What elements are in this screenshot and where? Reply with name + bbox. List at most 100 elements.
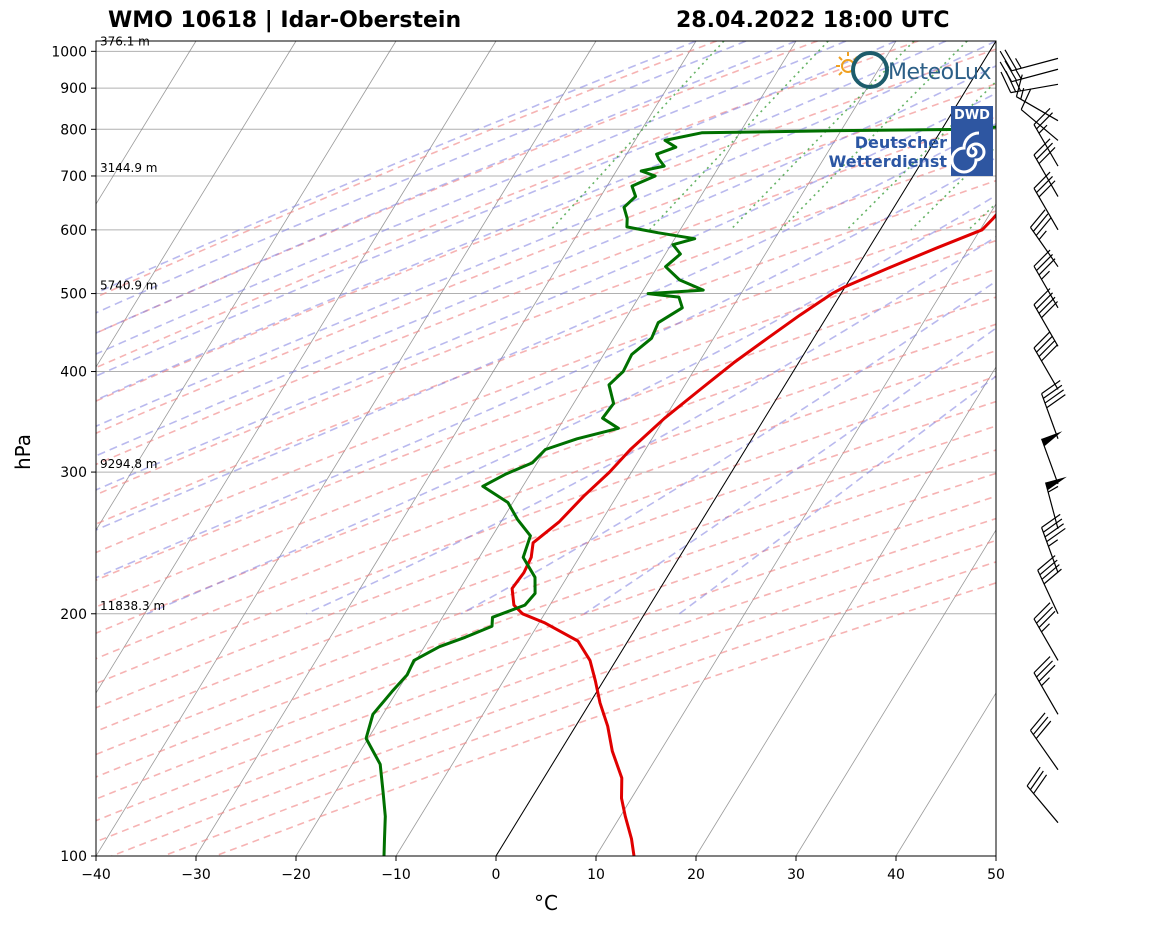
barb-feather [1041, 380, 1061, 395]
meteolux-wordmark: MeteoLux [888, 60, 991, 85]
dry-adiabat [96, 268, 996, 608]
x-tick-label: 10 [587, 867, 605, 883]
wind-barb [1000, 70, 1059, 94]
wind-barb [1033, 656, 1059, 715]
mixing-ratio-line [1136, 41, 1160, 230]
barb-feather [1036, 606, 1053, 624]
barb-feather [1041, 301, 1058, 319]
isotherm-40 [895, 692, 996, 856]
barb-half-feather [1015, 68, 1022, 80]
barb-staff [1011, 68, 1059, 83]
isotherm-30 [795, 529, 996, 856]
wind-barb [1041, 431, 1063, 485]
moist-adiabats [96, 41, 996, 615]
barb-pennant [1041, 431, 1063, 447]
moist-adiabat [96, 41, 697, 294]
mixing-ratio-line [1011, 41, 1160, 230]
y-axis: 100 200 300 400 500 600 700 800 900 1000 [51, 44, 96, 865]
mixing-ratio-line [968, 202, 996, 231]
barb-feather [1033, 288, 1051, 306]
y-tick-label: 1000 [51, 44, 87, 60]
barb-half-feather [1038, 124, 1048, 134]
barb-staff [1033, 187, 1059, 231]
barb-staff [1016, 96, 1059, 122]
x-tick-label: 0 [492, 867, 501, 883]
barb-feather [1033, 331, 1051, 349]
barb-feather [1030, 712, 1046, 731]
wind-barb [1026, 766, 1059, 824]
isotherm--60 [96, 41, 397, 531]
x-tick-label: 20 [687, 867, 705, 883]
temperature-line [510, 212, 996, 856]
barb-feather [1042, 518, 1063, 533]
barb-feather [1046, 394, 1066, 409]
barb-feather [1036, 292, 1053, 310]
barb-feather [1033, 602, 1051, 620]
barb-feather [1044, 389, 1064, 404]
dry-adiabat [96, 210, 996, 554]
height-label: 5740.9 m [100, 279, 158, 293]
y-tick-label: 800 [60, 122, 87, 138]
moist-adiabat [96, 41, 947, 401]
barb-feather [1038, 296, 1056, 314]
y-tick-label: 300 [60, 465, 87, 481]
zero-degree-isotherm [495, 41, 996, 856]
barb-half-feather [1041, 270, 1050, 280]
dry-adiabats [96, 41, 996, 856]
barb-feather [1005, 70, 1017, 93]
height-label: 9294.8 m [100, 457, 158, 471]
dry-adiabat [96, 116, 996, 466]
isotherm-20 [695, 366, 996, 856]
mixing-ratio-line [1097, 41, 1160, 230]
x-axis: −40 −30 −20 −10 0 10 20 30 40 50 [81, 856, 1005, 883]
wind-barb [1033, 249, 1059, 309]
barb-half-feather [1015, 80, 1022, 92]
sounding-profiles [364, 125, 996, 856]
moist-adiabat [583, 327, 996, 615]
barb-feather [1032, 213, 1049, 232]
moist-adiabat [96, 41, 897, 377]
x-axis-label: °C [534, 891, 558, 915]
barb-staff [1033, 672, 1059, 715]
barb-feather [1044, 523, 1064, 538]
height-label: 3144.9 m [100, 161, 158, 175]
wind-barbs [999, 49, 1067, 824]
barb-feather [1000, 71, 1012, 93]
moist-adiabat [96, 156, 996, 579]
dwd-name-line1: Deutscher [854, 133, 947, 152]
wind-barb [1037, 555, 1062, 615]
barb-feather [1033, 171, 1051, 189]
dry-adiabat [96, 375, 996, 709]
wind-barb [999, 49, 1059, 72]
moist-adiabat [96, 41, 797, 334]
barb-feather [1036, 660, 1053, 678]
barb-feather [1038, 339, 1056, 357]
barb-staff [1033, 265, 1059, 309]
wind-barb [1029, 712, 1059, 771]
barb-staff [1033, 618, 1059, 661]
moist-adiabat [96, 41, 747, 314]
dwd-logo: Deutscher Wetterdienst DWD [829, 104, 997, 180]
y-axis-label: hPa [11, 434, 35, 470]
mixing-ratio-line [780, 41, 968, 231]
barb-half-feather [1041, 677, 1050, 687]
wind-barb [1033, 288, 1059, 347]
barb-half-feather [1041, 623, 1050, 633]
dry-adiabat [96, 82, 996, 435]
barb-feather [1041, 344, 1058, 362]
barb-feather [1036, 253, 1053, 272]
barb-feather [999, 50, 1013, 72]
barb-pennant [1045, 476, 1067, 491]
barb-feather [1032, 716, 1049, 735]
mixing-ratio-lines [550, 41, 1160, 231]
barb-half-feather [1048, 539, 1059, 547]
mixing-ratio-line [649, 41, 829, 231]
isotherm-50 [995, 855, 996, 856]
y-tick-label: 400 [60, 365, 87, 381]
zero-isotherm [495, 41, 996, 856]
wind-barb [1033, 107, 1059, 167]
barb-feather [1043, 568, 1062, 585]
isotherm--80 [96, 41, 197, 205]
